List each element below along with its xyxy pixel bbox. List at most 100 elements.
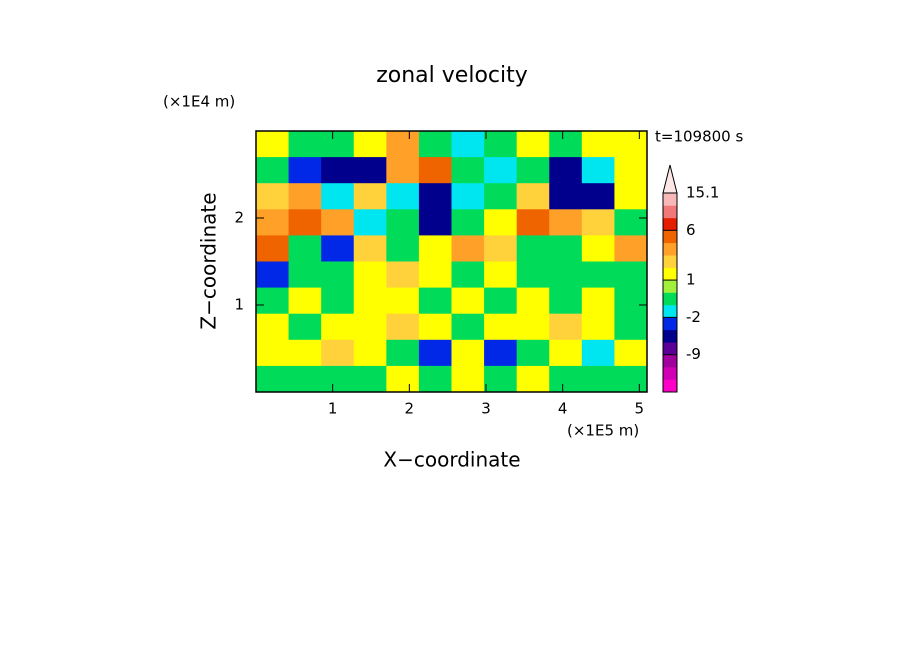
field-cell: [451, 183, 485, 210]
field-cell: [484, 131, 518, 158]
field-cell: [451, 287, 485, 315]
field-cell: [516, 287, 550, 315]
field-cell: [614, 157, 648, 184]
field-cell: [549, 313, 583, 341]
field-cell: [353, 339, 387, 367]
field-cell: [614, 365, 648, 393]
field-cell: [321, 313, 355, 341]
field-cell: [581, 287, 615, 315]
field-cell: [386, 365, 420, 393]
field-cell: [321, 131, 355, 158]
colorbar-bin: [663, 217, 677, 231]
field-cell: [321, 287, 355, 315]
plot-frame: [255, 130, 648, 393]
field-cell: [516, 183, 550, 210]
field-cell: [321, 261, 355, 289]
colorbar-label: 1: [686, 271, 696, 289]
field-cell: [288, 235, 322, 262]
field-cell: [484, 313, 518, 341]
field-cell: [549, 339, 583, 367]
field-cell: [549, 209, 583, 236]
field-cell: [614, 235, 648, 262]
field-cell: [386, 339, 420, 367]
field-cell: [451, 365, 485, 393]
field-cell: [256, 261, 290, 289]
field-cell: [581, 157, 615, 184]
colorbar-bin: [663, 205, 677, 219]
field-cell: [288, 131, 322, 158]
field-cell: [288, 365, 322, 393]
field-cell: [256, 339, 290, 367]
field-cell: [256, 235, 290, 262]
field-cell: [516, 235, 550, 262]
field-cell: [484, 183, 518, 210]
field-cell: [418, 131, 452, 158]
field-cell: [353, 235, 387, 262]
field-cell: [614, 183, 648, 210]
x-tick-label: 2: [405, 400, 415, 418]
field-cell: [549, 365, 583, 393]
colorbar-label: -2: [686, 308, 701, 326]
field-cell: [581, 131, 615, 158]
field-cell: [581, 365, 615, 393]
field-cell: [581, 183, 615, 210]
field-cell: [353, 209, 387, 236]
colorbar-label: -9: [686, 345, 701, 363]
field-cell: [288, 209, 322, 236]
field-cell: [484, 235, 518, 262]
field-cell: [614, 339, 648, 367]
field-cell: [549, 261, 583, 289]
field-cell: [614, 261, 648, 289]
field-cell: [549, 235, 583, 262]
field-cell: [288, 183, 322, 210]
field-cell: [321, 183, 355, 210]
field-cell: [614, 209, 648, 236]
field-cell: [451, 339, 485, 367]
field-cell: [386, 131, 420, 158]
field-cell: [614, 287, 648, 315]
field-cell: [484, 209, 518, 236]
field-cell: [484, 261, 518, 289]
colorbar-bin: [663, 230, 677, 244]
field-cell: [256, 209, 290, 236]
field-cell: [386, 313, 420, 341]
y-unit: (×1E4 m): [163, 93, 235, 111]
field-cell: [321, 235, 355, 262]
colorbar-bin: [663, 379, 677, 393]
field-cell: [516, 131, 550, 158]
field-cell: [451, 261, 485, 289]
field-cell: [386, 261, 420, 289]
colorbar-bin: [663, 342, 677, 355]
y-tick-label: 2: [234, 209, 244, 227]
field-cell: [549, 287, 583, 315]
field-cell: [353, 313, 387, 341]
field-cell: [516, 261, 550, 289]
field-cell: [581, 339, 615, 367]
field-cell: [288, 287, 322, 315]
field-cell: [581, 261, 615, 289]
field-cell: [321, 365, 355, 393]
field-cell: [614, 131, 648, 158]
field-cell: [451, 157, 485, 184]
field-cell: [256, 313, 290, 341]
colorbar-bin: [663, 304, 677, 318]
field-cell: [288, 313, 322, 341]
colorbar-bin: [663, 367, 677, 380]
field-cell: [516, 313, 550, 341]
field-cell: [321, 339, 355, 367]
field-cell: [614, 313, 648, 341]
field-cell: [516, 157, 550, 184]
field-cell: [484, 365, 518, 393]
field-cell: [516, 209, 550, 236]
field-cell: [386, 287, 420, 315]
field-cell: [581, 313, 615, 341]
chart-title: zonal velocity: [376, 63, 528, 88]
field-cell: [549, 131, 583, 158]
colorbar-bin: [663, 280, 677, 293]
field-cell: [581, 209, 615, 236]
field-cell: [256, 287, 290, 315]
field-cell: [418, 365, 452, 393]
field-cell: [353, 157, 387, 184]
colorbar-bin: [663, 242, 677, 256]
